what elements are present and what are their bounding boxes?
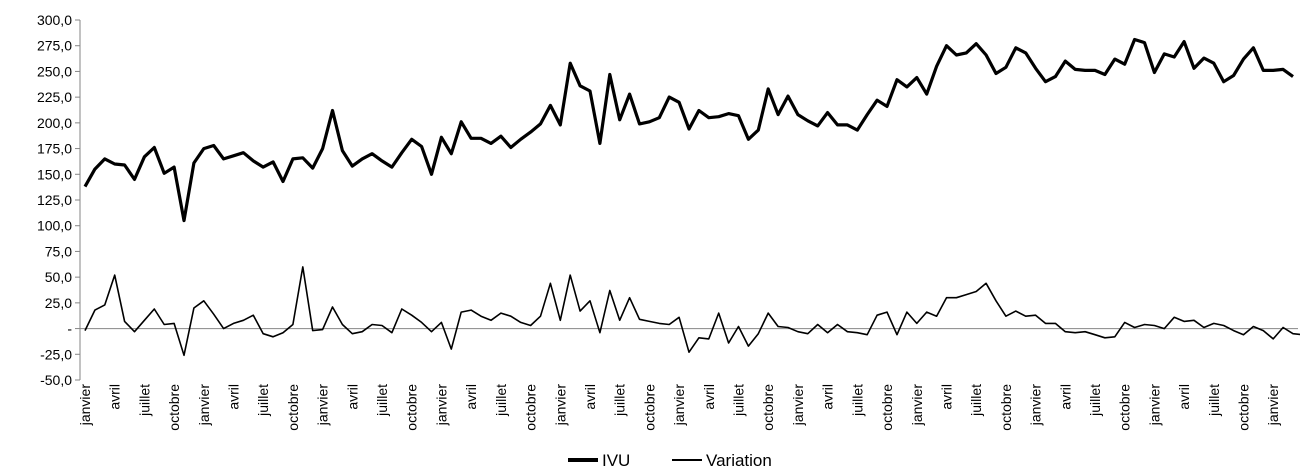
x-tick-label: octobre xyxy=(404,384,420,431)
y-tick-label: 225,0 xyxy=(37,89,72,105)
y-axis: 300,0 275,0 250,0 225,0 200,0 175,0 150,0 125,0… xyxy=(37,12,81,388)
x-tick-label: janvier xyxy=(433,384,449,427)
x-tick-label: avril xyxy=(344,384,360,410)
x-tick-label: octobre xyxy=(1117,384,1133,431)
x-tick-label: octobre xyxy=(285,384,301,431)
x-tick-label: octobre xyxy=(879,384,895,431)
y-tick-label: 125,0 xyxy=(37,192,72,208)
x-tick-label: juillet xyxy=(136,384,152,417)
x-tick-label: juillet xyxy=(612,384,628,417)
x-tick-label: avril xyxy=(225,384,241,410)
x-tick-label: octobre xyxy=(998,384,1014,431)
x-tick-label: juillet xyxy=(731,384,747,417)
x-tick-label: janvier xyxy=(1265,384,1281,427)
x-tick-label: janvier xyxy=(552,384,568,427)
x-tick-label: janvier xyxy=(790,384,806,427)
y-tick-label: 25,0 xyxy=(45,295,72,311)
x-tick-label: janvier xyxy=(315,384,331,427)
y-tick-label: 100,0 xyxy=(37,218,72,234)
x-tick-label: juillet xyxy=(1206,384,1222,417)
legend: IVU Variation xyxy=(568,451,772,470)
x-tick-label: juillet xyxy=(1087,384,1103,417)
x-tick-label: janvier xyxy=(1146,384,1162,427)
x-tick-label: janvier xyxy=(77,384,93,427)
legend-label-variation: Variation xyxy=(706,451,772,470)
x-tick-label: janvier xyxy=(1028,384,1044,427)
series-line-variation xyxy=(84,266,1300,357)
x-tick-label: octobre xyxy=(523,384,539,431)
x-tick-label: juillet xyxy=(968,384,984,417)
plot-area xyxy=(83,37,1300,357)
y-tick-label: -50,0 xyxy=(40,372,72,388)
y-tick-label: 300,0 xyxy=(37,12,72,28)
series-line-ivu xyxy=(83,37,1294,223)
x-tick-label: avril xyxy=(938,384,954,410)
x-axis: janvier avril juillet octobre janvier avril ju… xyxy=(77,328,1298,431)
x-tick-label: avril xyxy=(1176,384,1192,410)
x-tick-label: janvier xyxy=(196,384,212,427)
y-tick-label: 150,0 xyxy=(37,166,72,182)
y-tick-label: 50,0 xyxy=(45,269,72,285)
y-tick-label: 275,0 xyxy=(37,38,72,54)
x-tick-label: octobre xyxy=(166,384,182,431)
x-tick-label: octobre xyxy=(760,384,776,431)
x-tick-label: avril xyxy=(463,384,479,410)
x-tick-label: octobre xyxy=(641,384,657,431)
x-tick-label: avril xyxy=(820,384,836,410)
x-tick-label: janvier xyxy=(671,384,687,427)
x-tick-label: avril xyxy=(701,384,717,410)
x-tick-label: juillet xyxy=(374,384,390,417)
x-tick-label: avril xyxy=(582,384,598,410)
x-tick-label: janvier xyxy=(909,384,925,427)
legend-label-ivu: IVU xyxy=(602,451,630,470)
x-tick-label: avril xyxy=(1057,384,1073,410)
y-tick-label: -25,0 xyxy=(40,346,72,362)
x-tick-label: avril xyxy=(107,384,123,410)
x-tick-label: octobre xyxy=(1236,384,1252,431)
x-tick-label: juillet xyxy=(849,384,865,417)
y-tick-label: 175,0 xyxy=(37,141,72,157)
x-tick-label: juillet xyxy=(493,384,509,417)
y-tick-label: 200,0 xyxy=(37,115,72,131)
y-tick-label: 75,0 xyxy=(45,243,72,259)
x-tick-label: juillet xyxy=(255,384,271,417)
y-tick-label: 250,0 xyxy=(37,63,72,79)
y-tick-label: - xyxy=(67,321,72,337)
